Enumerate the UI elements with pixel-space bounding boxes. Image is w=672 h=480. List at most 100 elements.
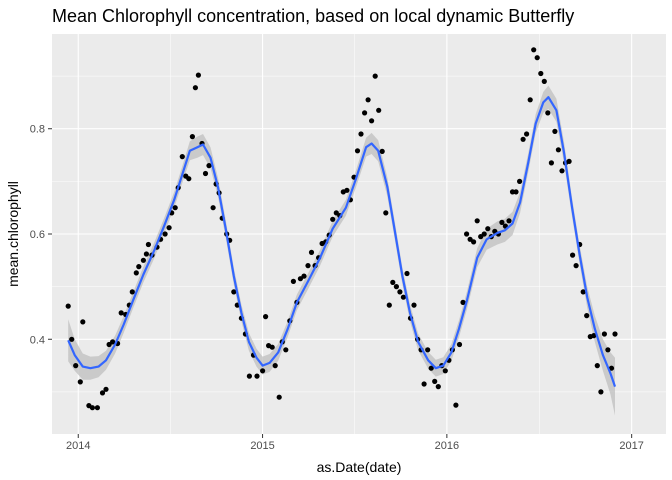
data-point	[432, 378, 438, 384]
data-point	[69, 336, 75, 342]
data-point	[297, 276, 303, 282]
data-point	[308, 249, 315, 255]
data-point	[584, 313, 590, 319]
x-tick-label: 2017	[619, 440, 643, 452]
data-point	[545, 110, 551, 116]
data-point	[305, 263, 311, 269]
data-point	[485, 226, 491, 232]
data-point	[435, 384, 441, 390]
data-point	[386, 302, 392, 308]
data-point	[534, 55, 540, 61]
data-point	[591, 333, 597, 339]
data-point	[471, 239, 477, 245]
data-point	[260, 368, 266, 374]
data-point	[527, 97, 533, 103]
data-point	[460, 299, 466, 305]
data-point	[499, 219, 505, 225]
data-point	[172, 205, 178, 211]
y-axis: 0.4 0.6 0.8	[30, 124, 52, 346]
data-point	[421, 381, 427, 387]
data-point	[362, 110, 368, 116]
data-point	[365, 97, 371, 103]
data-point	[206, 163, 212, 169]
data-point	[400, 294, 406, 300]
data-point	[80, 319, 86, 325]
chart-title: Mean Chlorophyll concentration, based on…	[52, 6, 574, 26]
data-point	[393, 284, 399, 290]
data-point	[601, 331, 608, 337]
y-tick-label: 0.8	[30, 124, 45, 136]
data-point	[369, 118, 375, 124]
data-point	[202, 170, 209, 177]
data-point	[442, 368, 448, 374]
data-point	[428, 365, 434, 371]
data-point	[608, 365, 615, 371]
data-point	[189, 134, 195, 140]
data-point	[99, 390, 106, 396]
data-point	[506, 218, 512, 224]
data-point	[231, 289, 237, 295]
data-point	[612, 331, 618, 337]
data-point	[77, 379, 83, 385]
data-point	[573, 263, 579, 269]
data-point	[531, 47, 537, 53]
data-point	[65, 303, 71, 309]
data-point	[140, 257, 146, 263]
data-point	[186, 176, 192, 182]
data-point	[129, 289, 135, 295]
data-point	[390, 279, 396, 285]
data-point	[372, 73, 378, 79]
data-point	[566, 158, 572, 164]
data-point	[333, 210, 339, 216]
data-point	[598, 389, 604, 395]
data-point	[103, 386, 109, 392]
data-point	[162, 231, 168, 237]
data-point	[136, 264, 142, 270]
data-point	[383, 210, 389, 216]
data-point	[290, 278, 296, 284]
data-point	[397, 289, 403, 295]
data-point	[254, 373, 260, 379]
data-point	[541, 78, 547, 84]
data-point	[94, 405, 100, 411]
data-point	[133, 270, 139, 276]
data-point	[301, 273, 307, 279]
x-axis: 2014 2015 2016 2017	[66, 434, 644, 452]
data-point	[192, 85, 198, 91]
smooth-line	[67, 96, 617, 387]
data-point	[538, 70, 544, 77]
data-point	[73, 363, 79, 369]
data-point	[344, 187, 350, 193]
data-point	[513, 189, 519, 195]
data-point	[520, 136, 526, 142]
data-point	[143, 251, 149, 257]
data-point	[354, 148, 361, 154]
data-point	[456, 341, 463, 348]
data-point	[195, 72, 201, 78]
data-point	[411, 302, 417, 308]
data-point	[376, 107, 382, 113]
data-point	[559, 168, 565, 174]
x-axis-title: as.Date(date)	[317, 459, 402, 475]
data-point	[276, 394, 282, 400]
data-point	[481, 231, 487, 237]
data-point	[210, 205, 216, 211]
x-tick-label: 2016	[435, 440, 459, 452]
data-point	[379, 148, 385, 154]
data-point	[263, 314, 269, 320]
data-point	[474, 218, 480, 224]
data-point	[404, 270, 410, 277]
data-point	[524, 131, 530, 137]
data-point	[89, 405, 95, 411]
data-point	[118, 310, 124, 316]
y-tick-label: 0.6	[30, 229, 45, 241]
data-point	[179, 154, 185, 160]
x-tick-label: 2014	[66, 440, 90, 452]
y-axis-title: mean.chlorophyll	[5, 181, 21, 287]
x-tick-label: 2015	[250, 440, 274, 452]
data-point	[166, 225, 172, 231]
data-point	[269, 344, 275, 350]
data-point	[425, 347, 431, 353]
data-point	[580, 289, 586, 295]
